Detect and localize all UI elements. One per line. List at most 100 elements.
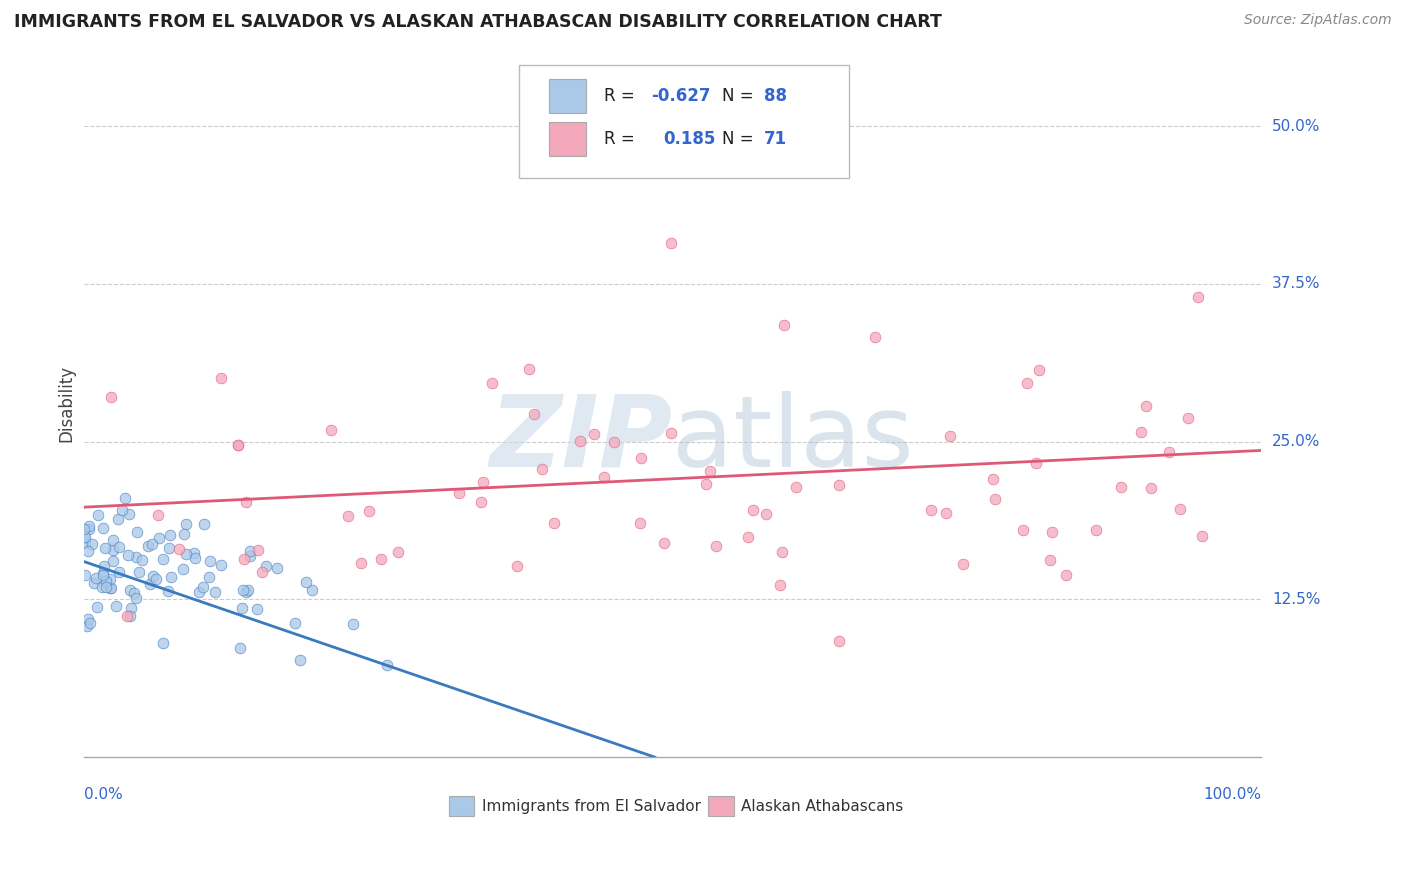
Point <box>699 464 721 478</box>
Bar <box>707 797 734 816</box>
Point <box>387 545 409 559</box>
Point <box>100 390 122 404</box>
Point <box>1012 523 1035 537</box>
Point <box>91 521 114 535</box>
Point <box>1177 411 1199 425</box>
Point <box>1157 444 1180 458</box>
Point <box>519 362 541 376</box>
Point <box>301 582 323 597</box>
Point <box>984 492 1007 507</box>
Point <box>470 495 492 509</box>
Point <box>246 601 269 615</box>
Point <box>1054 567 1077 582</box>
Text: ZIP: ZIP <box>489 391 672 488</box>
Point <box>375 658 398 673</box>
Point <box>193 517 215 532</box>
Point <box>136 539 159 553</box>
Point <box>226 438 249 452</box>
Point <box>198 554 221 568</box>
Text: -0.627: -0.627 <box>651 87 710 105</box>
Point <box>254 558 277 573</box>
Point <box>247 542 270 557</box>
Point <box>77 519 100 533</box>
Point <box>145 572 167 586</box>
Point <box>981 472 1004 486</box>
Point <box>232 582 254 597</box>
Point <box>235 495 257 509</box>
Point <box>939 429 962 443</box>
Point <box>1028 363 1050 377</box>
Point <box>142 569 165 583</box>
Point <box>935 506 957 520</box>
Point <box>828 633 851 648</box>
Point <box>652 536 675 550</box>
Point <box>184 550 207 565</box>
Point <box>82 537 104 551</box>
Point <box>76 619 98 633</box>
Text: atlas: atlas <box>672 391 914 488</box>
Point <box>87 508 110 522</box>
Point <box>73 536 96 550</box>
Point <box>204 584 226 599</box>
Point <box>160 569 183 583</box>
Point <box>156 584 179 599</box>
Point <box>342 617 364 632</box>
Text: 37.5%: 37.5% <box>1272 277 1320 292</box>
Text: 0.0%: 0.0% <box>83 788 122 803</box>
FancyBboxPatch shape <box>519 65 849 178</box>
Point <box>183 546 205 560</box>
Point <box>350 556 373 570</box>
Point <box>91 567 114 582</box>
Point <box>91 581 114 595</box>
Point <box>96 574 118 588</box>
Point <box>239 543 262 558</box>
Point <box>737 530 759 544</box>
Point <box>229 641 252 656</box>
Point <box>952 557 974 571</box>
Point <box>1039 553 1062 567</box>
Point <box>103 554 125 568</box>
Point <box>337 509 360 524</box>
Point <box>198 570 221 584</box>
Point <box>75 530 97 544</box>
Point <box>77 544 100 558</box>
Point <box>768 577 790 591</box>
Point <box>209 558 232 572</box>
Point <box>73 530 96 544</box>
Point <box>167 541 190 556</box>
Point <box>98 572 121 586</box>
Text: Alaskan Athabascans: Alaskan Athabascans <box>741 799 903 814</box>
Point <box>108 566 131 580</box>
Point <box>118 582 141 597</box>
Point <box>481 376 503 391</box>
Point <box>543 516 565 531</box>
Point <box>120 609 142 624</box>
Point <box>295 575 318 590</box>
Point <box>773 318 796 333</box>
Point <box>506 558 529 573</box>
Point <box>122 586 145 600</box>
Point <box>94 541 117 555</box>
Bar <box>449 797 474 816</box>
Point <box>1085 523 1108 537</box>
Point <box>472 475 495 489</box>
Point <box>128 566 150 580</box>
Point <box>592 469 614 483</box>
Point <box>370 551 392 566</box>
Text: N =: N = <box>721 130 754 148</box>
Point <box>704 539 727 553</box>
Point <box>94 580 117 594</box>
Text: 0.185: 0.185 <box>662 130 716 148</box>
Text: Immigrants from El Salvador: Immigrants from El Salvador <box>481 799 700 814</box>
Point <box>238 583 260 598</box>
Point <box>530 461 553 475</box>
Text: 88: 88 <box>763 87 787 105</box>
Text: 50.0%: 50.0% <box>1272 119 1320 134</box>
Point <box>125 591 148 606</box>
Point <box>131 553 153 567</box>
Point <box>115 609 138 624</box>
Point <box>114 491 136 505</box>
Point <box>125 524 148 539</box>
Point <box>239 549 262 563</box>
Point <box>250 565 273 579</box>
